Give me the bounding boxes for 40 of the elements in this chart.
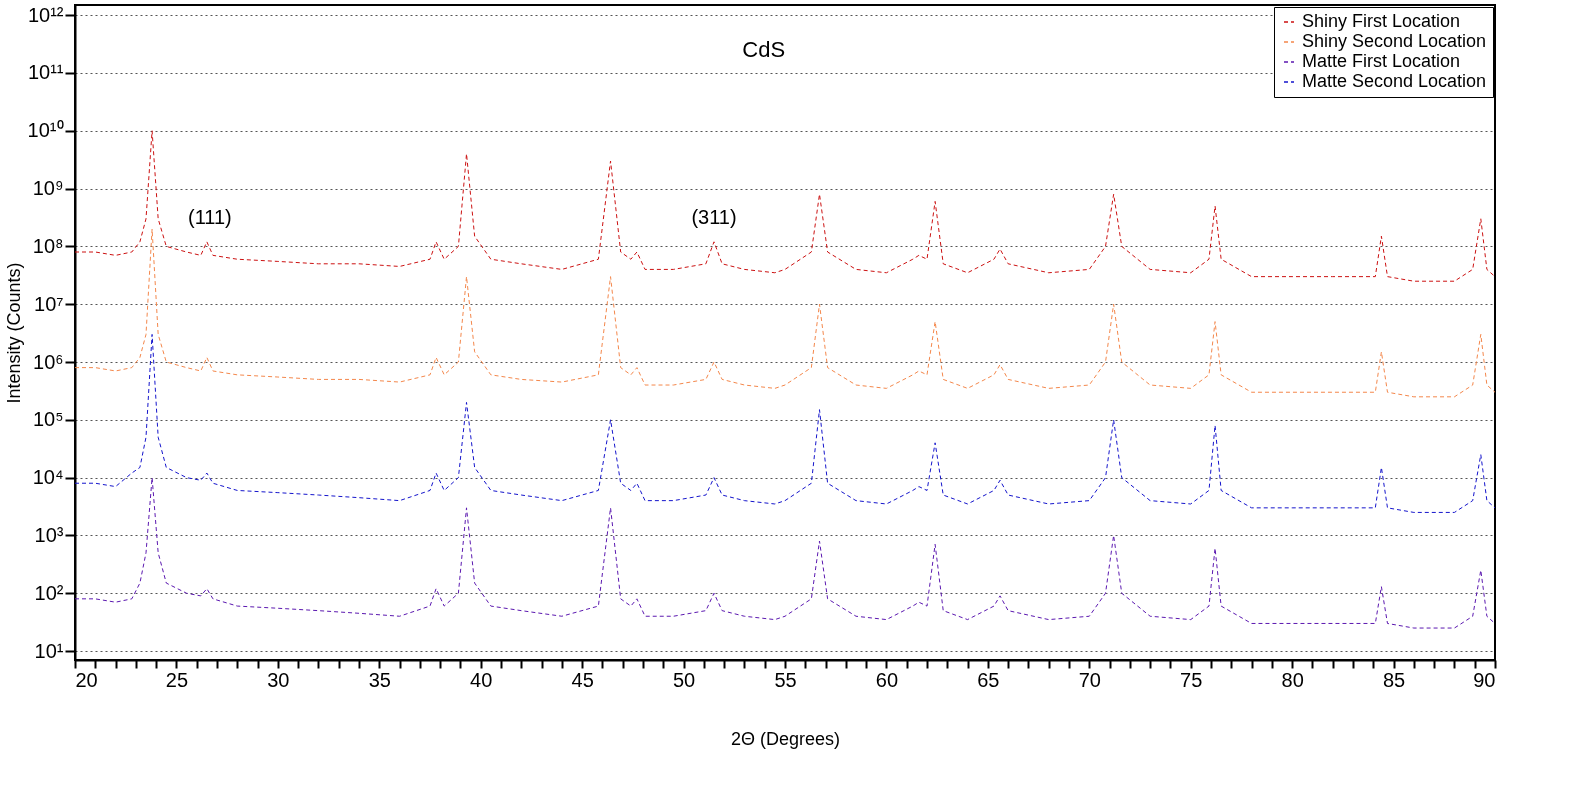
legend-label: Matte Second Location — [1302, 71, 1487, 91]
x-tick-label: 75 — [1180, 668, 1203, 691]
legend-label: Shiny Second Location — [1302, 31, 1487, 51]
line-series — [74, 333, 1496, 513]
text: CdS — [742, 37, 786, 62]
legend-label: Shiny First Location — [1302, 11, 1461, 31]
line-series — [74, 130, 1496, 282]
x-tick-label: 35 — [368, 668, 391, 691]
y-tick-label: 10⁶ — [33, 350, 64, 373]
y-tick-label: 10⁵ — [32, 408, 64, 431]
legend-label: Matte First Location — [1302, 51, 1461, 71]
x-tick-label: 80 — [1281, 668, 1304, 691]
y-tick-label: 10¹⁰ — [27, 119, 64, 142]
y-tick-label: 10⁸ — [32, 234, 64, 257]
y-tick-label: 10³ — [34, 523, 64, 546]
x-tick-label: 40 — [470, 668, 493, 691]
line-series — [74, 477, 1496, 629]
x-tick-label: 20 — [75, 668, 98, 691]
x-tick-label: 60 — [875, 668, 899, 691]
line-series — [74, 228, 1496, 398]
x-tick-label: 90 — [1473, 668, 1496, 691]
x-tick-label: 55 — [774, 668, 797, 691]
x-axis-title: 2Θ (Degrees) — [730, 728, 841, 749]
y-tick-label: 10² — [34, 581, 64, 604]
x-tick-label: 65 — [977, 668, 1000, 691]
y-tick-label: 10¹ — [34, 639, 64, 662]
y-tick-label: 10⁷ — [34, 292, 64, 315]
x-tick-label: 45 — [571, 668, 594, 691]
x-tick-label: 30 — [267, 668, 290, 691]
y-tick-label: 10⁹ — [32, 177, 64, 200]
y-tick-label: 10⁴ — [32, 466, 64, 489]
y-tick-label: 10¹² — [27, 3, 64, 26]
x-tick-label: 50 — [672, 668, 696, 691]
y-axis-title: Intensity (Counts) — [3, 262, 24, 404]
x-tick-label: 85 — [1382, 668, 1406, 691]
x-tick-label: 25 — [165, 668, 189, 691]
annotation: (311) — [691, 205, 737, 228]
x-tick-label: 70 — [1078, 668, 1101, 691]
y-tick-label: 10¹¹ — [27, 61, 64, 84]
annotation: (111) — [188, 205, 232, 228]
